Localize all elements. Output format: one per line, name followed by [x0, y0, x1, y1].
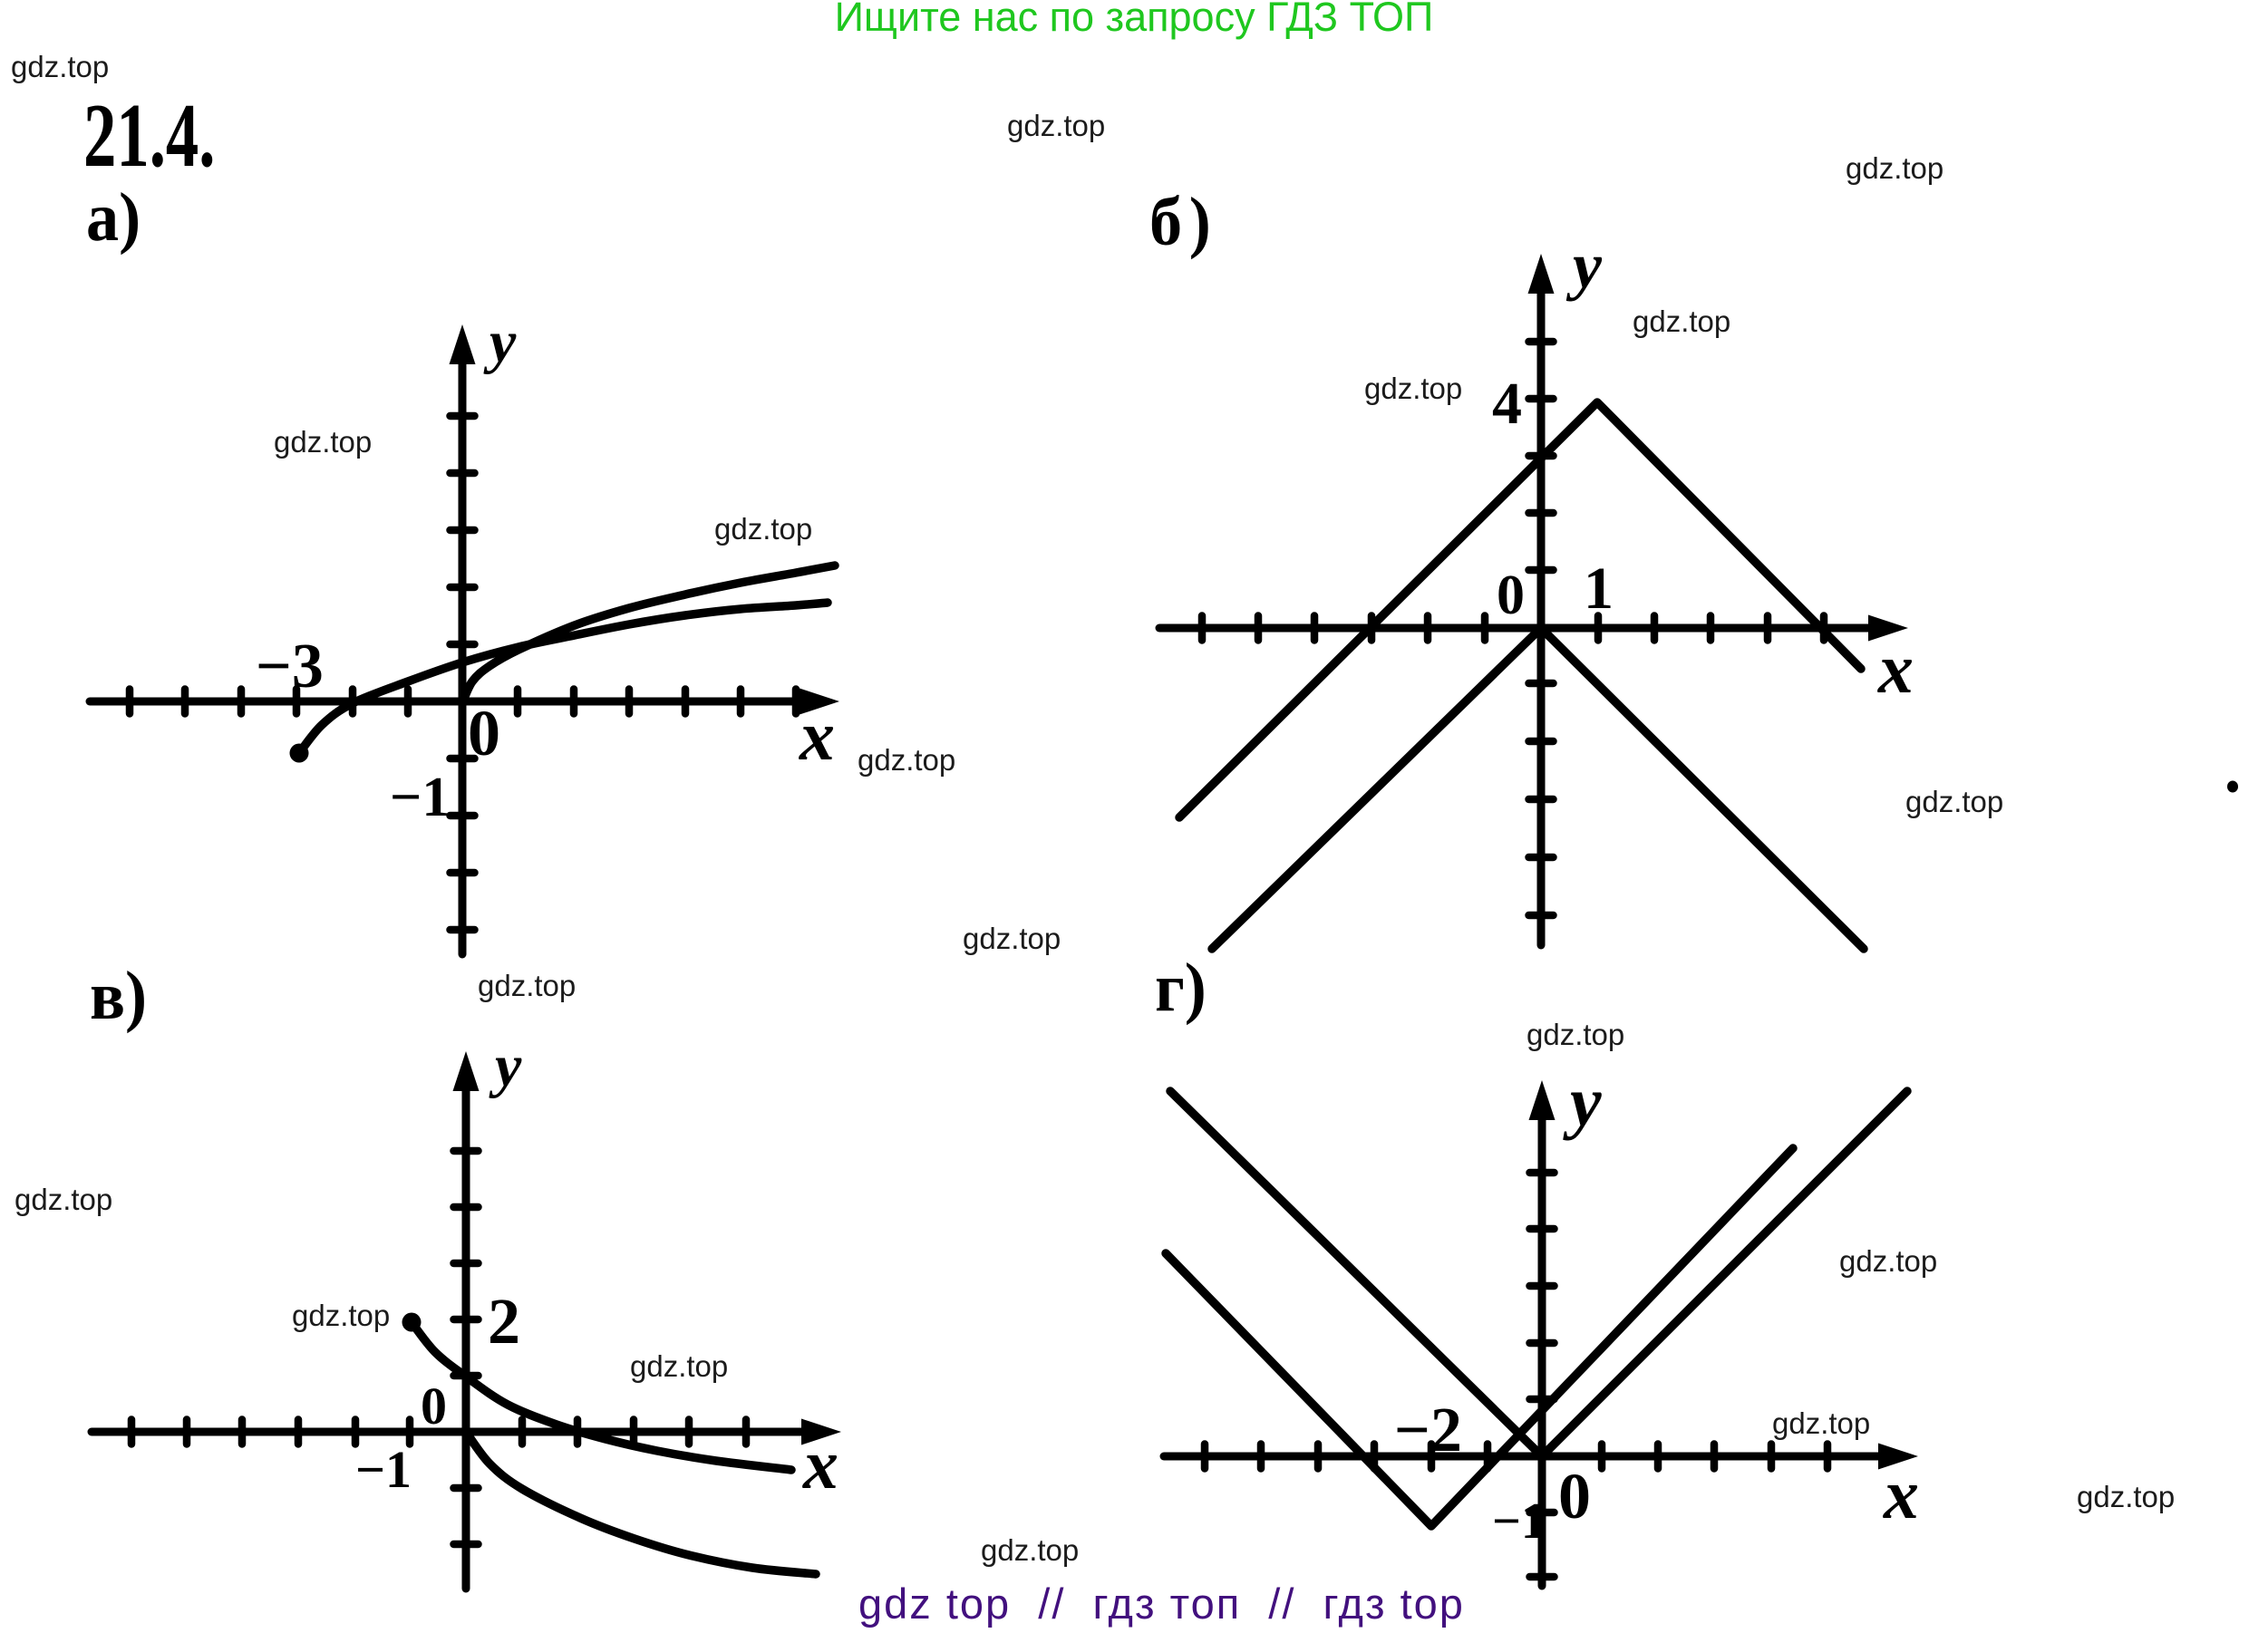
svg-text:0: 0 [1558, 1460, 1591, 1532]
svg-text:−2: −2 [1394, 1396, 1462, 1465]
svg-text:−3: −3 [256, 632, 324, 701]
svg-text:y: y [1565, 229, 1603, 302]
svg-text:x: x [1877, 629, 1914, 708]
svg-text:4: 4 [1492, 371, 1522, 437]
svg-text:0: 0 [421, 1377, 447, 1435]
svg-text:y: y [1563, 1062, 1602, 1141]
svg-text:y: y [489, 1033, 522, 1099]
svg-text:−1: −1 [355, 1440, 412, 1499]
svg-text:x: x [802, 1425, 838, 1503]
svg-text:1: 1 [1584, 556, 1614, 622]
svg-text:x: x [799, 696, 835, 775]
svg-text:2: 2 [488, 1285, 520, 1358]
svg-text:−1: −1 [390, 767, 450, 828]
svg-text:y: y [483, 309, 517, 375]
svg-text:x: x [1883, 1454, 1919, 1533]
svg-text:−1: −1 [1492, 1493, 1546, 1550]
svg-text:0: 0 [1497, 565, 1525, 626]
svg-text:0: 0 [468, 697, 500, 769]
